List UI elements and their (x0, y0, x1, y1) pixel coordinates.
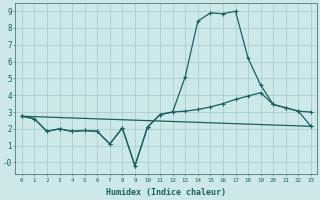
X-axis label: Humidex (Indice chaleur): Humidex (Indice chaleur) (106, 188, 226, 197)
